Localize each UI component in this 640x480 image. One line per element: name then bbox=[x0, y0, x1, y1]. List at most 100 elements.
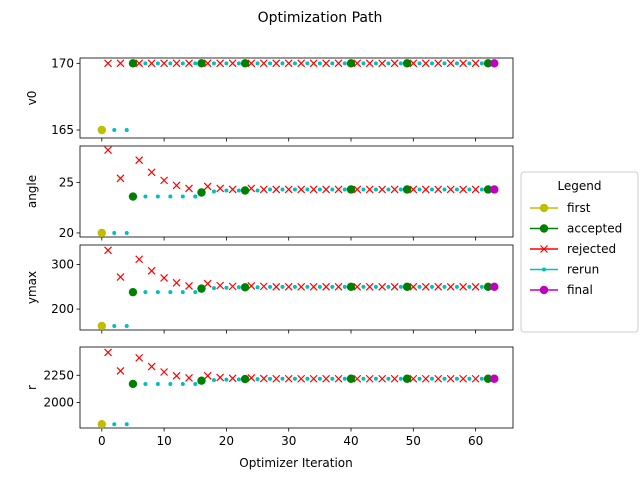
accepted-point bbox=[346, 282, 356, 292]
rejected-point bbox=[421, 185, 430, 194]
rerun-point bbox=[317, 376, 322, 381]
rerun-point bbox=[430, 61, 435, 66]
accepted-point bbox=[346, 185, 356, 194]
rejected-point bbox=[471, 374, 480, 383]
rerun-point bbox=[305, 376, 310, 381]
rerun-point bbox=[330, 376, 335, 381]
rejected-point bbox=[446, 185, 455, 194]
rerun-point bbox=[236, 188, 241, 193]
rejected-point bbox=[203, 371, 212, 380]
y-tick-label: 2250 bbox=[43, 368, 74, 382]
rejected-point bbox=[309, 374, 318, 383]
legend-label: accepted bbox=[567, 222, 622, 236]
rejected-point bbox=[297, 185, 306, 194]
rerun-point bbox=[305, 187, 310, 192]
legend-title: Legend bbox=[557, 179, 601, 193]
rejected-point bbox=[116, 273, 125, 281]
rerun-point bbox=[255, 61, 260, 66]
rerun-point bbox=[124, 230, 129, 235]
y-axis-label: r bbox=[25, 385, 39, 390]
rejected-point bbox=[365, 185, 374, 194]
rerun-point bbox=[236, 285, 241, 290]
rerun-point bbox=[292, 187, 297, 192]
rerun-point bbox=[417, 187, 422, 192]
legend-marker bbox=[539, 224, 549, 233]
rerun-point bbox=[305, 61, 310, 66]
rejected-point bbox=[160, 274, 169, 282]
rerun-point bbox=[292, 284, 297, 289]
rejected-point bbox=[104, 246, 112, 255]
rerun-point bbox=[211, 378, 216, 383]
rerun-point bbox=[143, 381, 148, 386]
rejected-point bbox=[172, 278, 181, 287]
rerun-point bbox=[180, 194, 185, 199]
rerun-point bbox=[417, 376, 422, 381]
rerun-point bbox=[112, 230, 117, 235]
y-tick-label: 20 bbox=[59, 226, 74, 240]
accepted-point bbox=[197, 59, 206, 68]
rejected-point bbox=[284, 185, 293, 194]
rerun-point bbox=[236, 61, 241, 66]
rejected-point bbox=[471, 282, 480, 291]
accepted-point bbox=[128, 287, 138, 297]
y-axis-label: ymax bbox=[25, 271, 39, 304]
rerun-point bbox=[330, 187, 335, 192]
rejected-point bbox=[309, 59, 318, 68]
accepted-point bbox=[240, 59, 250, 68]
rerun-point bbox=[442, 187, 447, 192]
rejected-point bbox=[378, 374, 387, 383]
rerun-point bbox=[112, 128, 117, 132]
x-tick-label: 60 bbox=[468, 434, 483, 448]
rejected-point bbox=[390, 282, 399, 291]
rerun-point bbox=[361, 376, 366, 381]
rejected-point bbox=[322, 59, 331, 68]
rerun-point bbox=[180, 381, 185, 386]
rejected-point bbox=[378, 59, 387, 68]
rejected-point bbox=[116, 59, 125, 68]
rerun-point bbox=[168, 194, 173, 199]
final-point bbox=[490, 59, 499, 68]
rerun-point bbox=[467, 284, 472, 289]
rerun-point bbox=[268, 187, 273, 192]
rejected-point bbox=[116, 366, 125, 375]
rerun-point bbox=[398, 376, 403, 381]
rejected-point bbox=[185, 184, 193, 193]
first-point bbox=[97, 228, 107, 238]
rerun-point bbox=[211, 61, 216, 66]
rerun-point bbox=[417, 284, 422, 289]
rejected-point bbox=[284, 282, 293, 291]
rerun-point bbox=[386, 376, 391, 381]
accepted-point bbox=[483, 374, 493, 383]
rerun-point bbox=[280, 376, 285, 381]
rerun-point bbox=[442, 284, 447, 289]
accepted-point bbox=[402, 374, 412, 383]
rerun-point bbox=[155, 61, 160, 66]
y-tick-label: 2000 bbox=[43, 395, 74, 409]
rerun-point bbox=[280, 61, 285, 66]
rerun-point bbox=[155, 381, 160, 386]
rerun-point bbox=[193, 290, 198, 295]
rejected-point bbox=[421, 59, 430, 68]
rerun-point bbox=[224, 377, 229, 382]
rejected-point bbox=[116, 174, 125, 183]
y-axis-label: v0 bbox=[25, 91, 39, 106]
rejected-point bbox=[471, 185, 480, 194]
rerun-point bbox=[430, 376, 435, 381]
final-point bbox=[490, 374, 499, 383]
rejected-point bbox=[172, 59, 181, 68]
rejected-point bbox=[459, 185, 468, 194]
rejected-point bbox=[334, 282, 343, 291]
y-tick-label: 200 bbox=[51, 302, 74, 316]
rerun-point bbox=[268, 284, 273, 289]
rerun-point bbox=[224, 61, 229, 66]
rejected-point bbox=[259, 185, 268, 194]
rerun-point bbox=[292, 61, 297, 66]
rejected-point bbox=[353, 282, 362, 291]
rejected-point bbox=[446, 374, 455, 383]
rejected-point bbox=[471, 59, 480, 68]
rejected-point bbox=[147, 59, 156, 68]
accepted-point bbox=[128, 379, 138, 389]
legend-marker bbox=[542, 267, 546, 272]
rejected-point bbox=[459, 59, 468, 68]
rerun-point bbox=[467, 61, 472, 66]
